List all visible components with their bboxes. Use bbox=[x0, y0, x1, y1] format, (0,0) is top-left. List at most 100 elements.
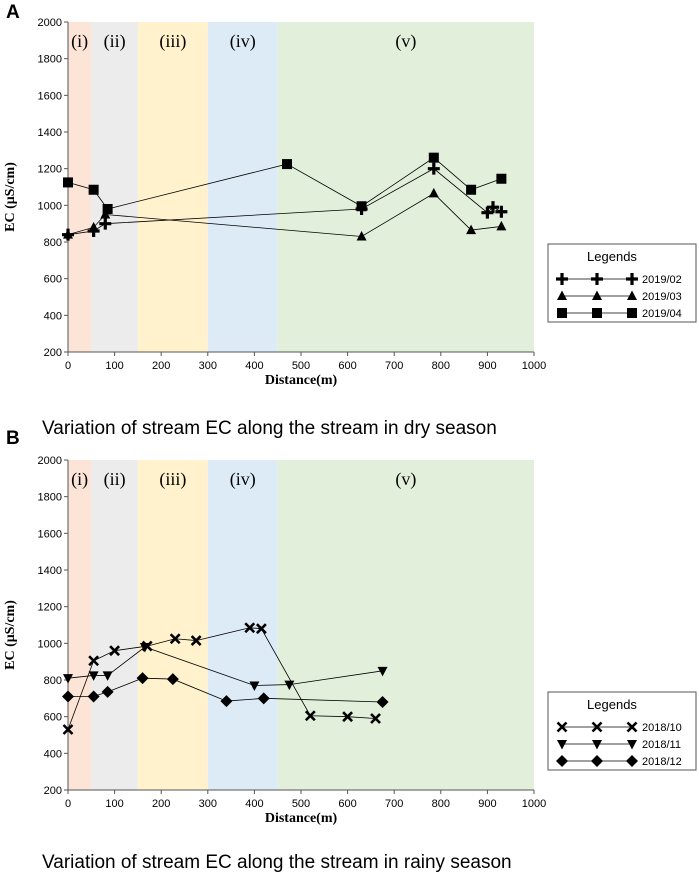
x-tick-label: 500 bbox=[292, 360, 310, 372]
y-tick-label: 1400 bbox=[38, 127, 62, 139]
legend-item: 2018/12 bbox=[556, 755, 682, 768]
legend-marker bbox=[556, 273, 568, 285]
x-tick-label: 700 bbox=[385, 360, 403, 372]
data-point bbox=[427, 162, 440, 175]
data-point bbox=[428, 187, 439, 198]
data-point bbox=[255, 623, 267, 635]
data-point bbox=[88, 655, 100, 667]
data-point bbox=[63, 229, 73, 239]
data-point bbox=[495, 205, 508, 218]
y-tick-label: 800 bbox=[44, 237, 62, 249]
data-point bbox=[220, 695, 233, 708]
y-tick-label: 1400 bbox=[38, 565, 62, 577]
zone-label: (iii) bbox=[159, 31, 186, 52]
legend-marker bbox=[626, 721, 638, 733]
panel-label: A bbox=[6, 2, 20, 23]
data-point bbox=[377, 666, 388, 677]
y-tick-label: 1000 bbox=[38, 200, 62, 212]
data-point bbox=[244, 622, 256, 634]
y-tick-label: 200 bbox=[44, 347, 62, 359]
zone-band bbox=[207, 460, 278, 790]
y-tick-label: 600 bbox=[44, 712, 62, 724]
zone-band bbox=[68, 460, 92, 790]
x-tick-label: 600 bbox=[338, 360, 356, 372]
series-2018-11 bbox=[63, 643, 388, 691]
y-tick-label: 1200 bbox=[38, 602, 62, 614]
zone-label: (i) bbox=[71, 469, 88, 490]
data-point bbox=[166, 673, 179, 686]
chart-panel-b: B(i) (ii) (iii) (iv) (v)20040060080010001200… bbox=[3, 428, 697, 873]
data-point bbox=[62, 690, 74, 703]
figure-caption: Variation of stream EC along the stream … bbox=[42, 418, 497, 439]
legend-item: 2018/11 bbox=[557, 739, 681, 751]
legend: Legends 2018/10 2018/11 2018/12 bbox=[547, 691, 697, 771]
figure-caption: Variation of stream EC along the stream … bbox=[42, 852, 512, 873]
data-point bbox=[284, 680, 295, 691]
data-point bbox=[88, 184, 99, 195]
series-2018-12 bbox=[62, 672, 389, 708]
zone-label: (iv) bbox=[230, 469, 256, 490]
legend-marker bbox=[556, 755, 568, 767]
x-tick-label: 1000 bbox=[522, 360, 546, 372]
data-point bbox=[62, 724, 74, 735]
data-point bbox=[486, 201, 499, 214]
x-axis-title: Distance(m) bbox=[265, 811, 338, 826]
y-tick-label: 1200 bbox=[38, 164, 62, 176]
data-point bbox=[282, 159, 293, 170]
legend-marker bbox=[627, 290, 637, 300]
y-tick-label: 1600 bbox=[38, 528, 62, 540]
zone-band bbox=[91, 460, 138, 790]
legend-marker bbox=[591, 755, 603, 767]
zone-band bbox=[137, 460, 208, 790]
x-tick-label: 900 bbox=[478, 798, 496, 810]
legend-marker bbox=[626, 273, 638, 285]
data-point bbox=[257, 692, 270, 705]
zone-label: (ii) bbox=[104, 469, 126, 490]
x-tick-label: 500 bbox=[292, 798, 310, 810]
legend-marker bbox=[557, 308, 567, 318]
x-tick-label: 100 bbox=[105, 360, 123, 372]
legend-label: 2019/02 bbox=[642, 274, 682, 286]
data-point bbox=[63, 674, 73, 684]
x-axis-title: Distance(m) bbox=[265, 373, 338, 388]
zone-band bbox=[68, 22, 92, 352]
data-point bbox=[496, 220, 507, 231]
legend-label: 2019/03 bbox=[642, 291, 682, 303]
y-tick-label: 800 bbox=[44, 675, 62, 687]
data-point bbox=[109, 645, 121, 657]
legend-box bbox=[547, 243, 697, 323]
y-axis-title: EC (μS/cm) bbox=[3, 600, 18, 670]
legend-marker bbox=[592, 290, 602, 300]
data-point bbox=[356, 201, 367, 212]
y-tick-label: 1600 bbox=[38, 90, 62, 102]
x-tick-label: 300 bbox=[199, 798, 217, 810]
legend-label: 2018/11 bbox=[642, 739, 681, 751]
y-tick-label: 1800 bbox=[38, 492, 62, 504]
data-point bbox=[370, 713, 381, 724]
panel-label: B bbox=[6, 428, 20, 449]
legend-marker bbox=[591, 721, 603, 733]
legend-marker bbox=[627, 308, 637, 318]
zone-bands: (i) (ii) (iii) (iv) (v) bbox=[68, 22, 534, 352]
data-point bbox=[139, 643, 150, 653]
data-point bbox=[101, 685, 114, 698]
data-point bbox=[356, 231, 367, 241]
legend-marker bbox=[557, 290, 567, 300]
y-tick-label: 2000 bbox=[38, 455, 62, 467]
data-point bbox=[249, 681, 260, 691]
data-point bbox=[102, 204, 113, 214]
data-point bbox=[342, 711, 354, 723]
x-tick-label: 400 bbox=[245, 360, 263, 372]
legend-label: 2019/04 bbox=[642, 308, 682, 320]
zone-label: (iii) bbox=[159, 469, 186, 490]
y-tick-label: 400 bbox=[44, 748, 62, 760]
legend-item: 2019/03 bbox=[557, 290, 682, 303]
data-point bbox=[169, 633, 181, 645]
data-point bbox=[428, 152, 439, 163]
data-point bbox=[136, 672, 149, 685]
legend: Legends 2019/02 2019/03 2019/04 bbox=[547, 243, 697, 323]
data-point bbox=[190, 635, 202, 647]
x-tick-label: 600 bbox=[338, 798, 356, 810]
data-point bbox=[88, 221, 99, 232]
legend-title: Legends bbox=[587, 697, 637, 712]
